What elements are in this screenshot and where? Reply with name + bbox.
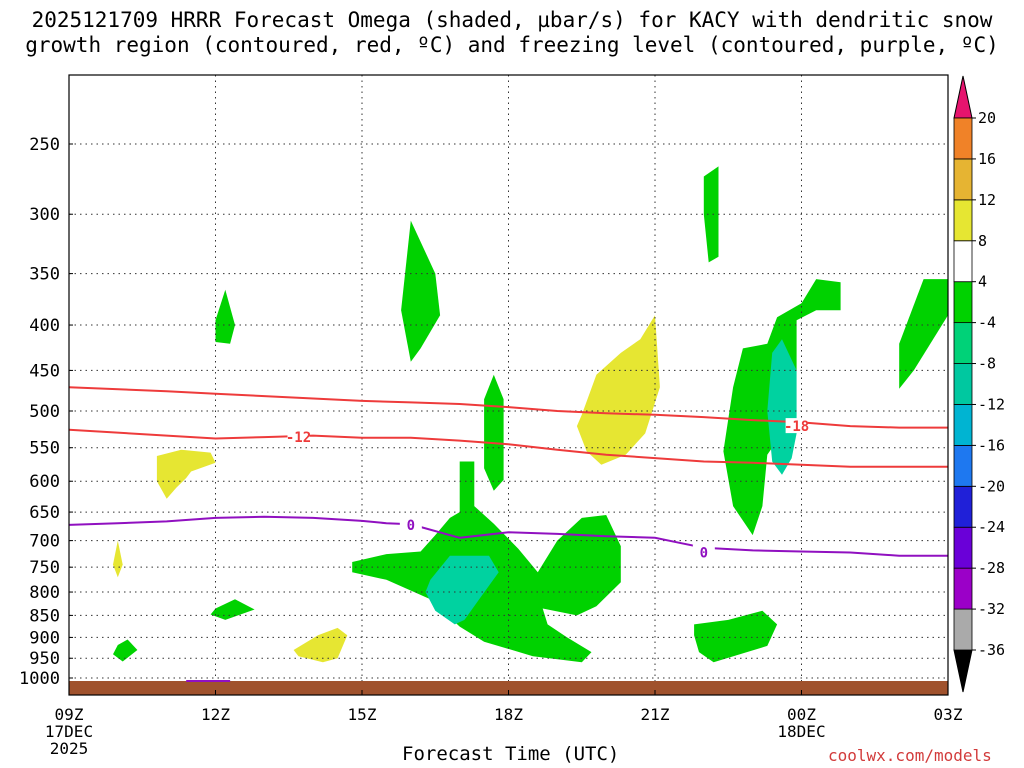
x-tick-label: 21Z	[641, 705, 670, 724]
colorbar-label: -36	[978, 641, 1005, 659]
omega-shaded-region	[425, 555, 499, 625]
x-tick-date-label: 18DEC	[777, 722, 825, 741]
colorbar-label: -4	[978, 314, 996, 332]
colorbar-label: 12	[978, 191, 996, 209]
omega-shaded-region	[576, 315, 660, 465]
colorbar-swatch	[953, 199, 973, 242]
colorbar-swatch	[953, 608, 973, 651]
colorbar-swatch	[953, 567, 973, 610]
colorbar-swatch	[953, 363, 973, 405]
colorbar-top-triangle	[953, 75, 973, 119]
y-tick-label: 850	[29, 606, 60, 626]
contour-label: -18	[784, 419, 809, 435]
y-tick-label: 950	[29, 649, 60, 669]
y-tick-label: 700	[29, 532, 60, 552]
x-tick-year-label: 2025	[50, 739, 89, 758]
y-tick-label: 600	[29, 472, 60, 492]
omega-shaded-region	[293, 627, 348, 663]
omega-shaded-region	[113, 639, 138, 662]
colorbar-label: -16	[978, 436, 1005, 454]
y-tick-label: 400	[29, 316, 60, 336]
x-tick-date-label: 17DEC	[45, 722, 93, 741]
colorbar-swatch	[953, 158, 973, 201]
colorbar-swatch	[953, 117, 973, 160]
colorbar-label: 20	[978, 109, 996, 127]
colorbar: -36 -32 -28 -24 -20 -16 -12 -8 -4 4 8 12 16 20	[953, 75, 1005, 693]
y-tick-label: 900	[29, 628, 60, 648]
colorbar-label: -24	[978, 518, 1005, 536]
colorbar-swatch	[953, 240, 973, 283]
contour-label-background	[287, 429, 310, 445]
contour-label: 0	[700, 546, 708, 562]
x-tick-label: 09Z	[55, 705, 84, 724]
y-tick-label: 750	[29, 558, 60, 578]
colorbar-label: -20	[978, 477, 1005, 495]
colorbar-label: 8	[978, 232, 987, 250]
colorbar-label: -32	[978, 600, 1005, 618]
omega-shaded-region	[703, 166, 719, 263]
contour-label-background	[785, 418, 808, 434]
y-axis-labels: 2503003504004505005506006507007508008509…	[19, 135, 73, 689]
y-tick-label: 250	[29, 135, 60, 155]
colorbar-swatch	[953, 485, 973, 528]
colorbar-label: -12	[978, 395, 1005, 413]
contour-label-background	[399, 516, 422, 532]
omega-shaded-region	[694, 610, 778, 663]
colorbar-swatch	[953, 404, 973, 446]
contour-labels: -12 -18 0 0	[286, 418, 809, 562]
y-tick-label: 650	[29, 503, 60, 523]
omega-shaded-region	[767, 339, 797, 475]
x-tick-label: 03Z	[934, 705, 963, 724]
grid-lines	[68, 75, 949, 695]
y-tick-label: 300	[29, 205, 60, 225]
colorbar-swatch	[953, 444, 973, 487]
ground-surface	[69, 681, 948, 695]
colorbar-label: -8	[978, 355, 996, 373]
omega-shaded-region	[215, 289, 235, 344]
y-tick-label: 1000	[19, 669, 60, 689]
y-tick-label: 550	[29, 439, 60, 459]
x-axis-title: Forecast Time (UTC)	[402, 743, 620, 765]
contour-label: 0	[407, 518, 415, 534]
freezing-level-line	[68, 515, 948, 557]
colorbar-bottom-triangle	[953, 649, 973, 693]
y-tick-label: 800	[29, 583, 60, 603]
contour-lines	[68, 386, 948, 557]
dgz-minus18-line	[68, 386, 948, 429]
x-tick-label: 12Z	[201, 705, 230, 724]
omega-shaded-region	[899, 279, 948, 389]
omega-shaded-region	[484, 374, 504, 491]
y-tick-label: 500	[29, 402, 60, 422]
y-tick-label: 350	[29, 265, 60, 285]
shaded-omega-regions	[113, 166, 948, 663]
contour-label-background	[692, 544, 715, 560]
colorbar-label: -28	[978, 559, 1005, 577]
chart-title-line-2: growth region (contoured, red, ºC) and f…	[25, 33, 999, 57]
x-tick-label: 15Z	[348, 705, 377, 724]
omega-shaded-region	[113, 540, 123, 578]
colorbar-swatch	[953, 281, 973, 324]
y-tick-label: 450	[29, 361, 60, 381]
omega-shaded-region	[156, 449, 216, 499]
dgz-minus12-line	[68, 428, 948, 468]
contour-label: -12	[286, 430, 311, 446]
colorbar-swatch	[953, 526, 973, 569]
omega-shaded-region	[210, 599, 255, 620]
x-tick-label: 18Z	[494, 705, 523, 724]
chart-title-line-1: 2025121709 HRRR Forecast Omega (shaded, …	[31, 8, 993, 32]
omega-shaded-region	[401, 220, 441, 362]
colorbar-label: 4	[978, 273, 987, 291]
site-credit[interactable]: coolwx.com/models	[828, 746, 992, 765]
colorbar-label: 16	[978, 150, 996, 168]
surface-layer	[69, 680, 948, 695]
colorbar-swatch	[953, 322, 973, 364]
x-tick-label: 00Z	[787, 705, 816, 724]
